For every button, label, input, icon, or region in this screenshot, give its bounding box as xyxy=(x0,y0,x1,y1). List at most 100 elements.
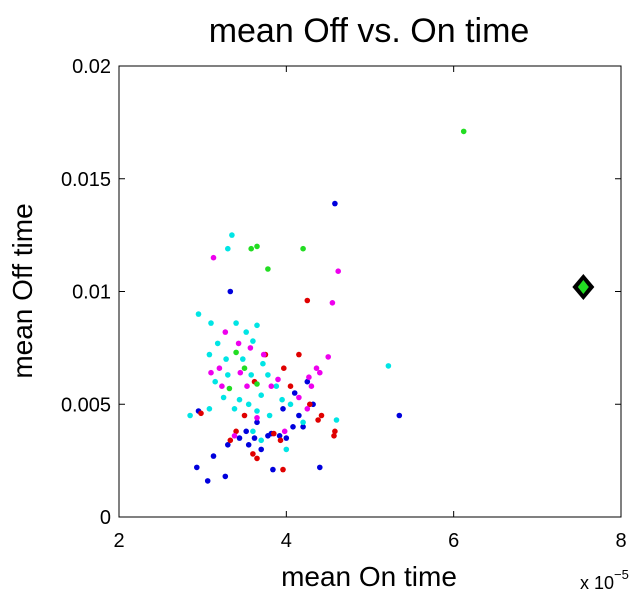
data-point-blue xyxy=(396,412,403,419)
data-point-blue xyxy=(296,412,302,419)
data-point-blue xyxy=(245,442,252,448)
data-point-cyan xyxy=(233,320,239,326)
data-point-green xyxy=(248,245,254,252)
data-point-cyan xyxy=(225,245,231,252)
data-point-magenta xyxy=(254,415,260,421)
data-point-red xyxy=(198,410,204,417)
data-point-cyan xyxy=(258,392,265,399)
data-point-magenta xyxy=(219,383,225,390)
data-point-cyan xyxy=(333,417,340,423)
data-point-magenta xyxy=(244,383,250,390)
highlight-marker xyxy=(577,279,589,294)
data-point-cyan xyxy=(260,360,266,367)
x-axis-exponent-base: x 10 xyxy=(580,573,614,593)
data-point-blue xyxy=(280,406,286,412)
data-point-cyan xyxy=(208,320,214,326)
axis-ticks: 2 4 6 8 0 0.005 0.01 0.015 0.02 xyxy=(61,56,627,552)
data-point-blue xyxy=(227,288,234,295)
data-point-magenta xyxy=(275,376,281,383)
data-point-red xyxy=(250,451,256,457)
data-point-blue xyxy=(204,478,211,484)
y-tick-label: 0.015 xyxy=(61,169,111,191)
data-point-blue xyxy=(276,433,283,439)
y-axis-title: mean Off time xyxy=(7,203,38,378)
data-point-cyan xyxy=(206,351,213,358)
data-point-cyan xyxy=(240,356,246,362)
data-point-magenta xyxy=(260,351,267,358)
data-point-cyan xyxy=(187,412,193,419)
data-point-cyan xyxy=(229,232,235,238)
data-point-blue xyxy=(270,466,276,473)
data-point-cyan xyxy=(266,412,273,419)
data-point-blue xyxy=(254,419,260,426)
data-point-cyan xyxy=(265,372,271,378)
data-point-blue xyxy=(222,473,229,480)
chart-title: mean Off vs. On time xyxy=(209,12,530,50)
data-point-cyan xyxy=(214,340,221,347)
data-point-cyan xyxy=(245,401,252,408)
data-point-magenta xyxy=(247,345,254,351)
data-point-green xyxy=(254,381,260,387)
data-point-blue xyxy=(332,200,338,207)
data-point-magenta xyxy=(335,268,342,275)
x-tick-label: 8 xyxy=(615,530,626,552)
data-point-cyan xyxy=(236,396,243,403)
data-point-blue xyxy=(251,435,258,441)
data-point-green xyxy=(226,385,233,392)
data-point-cyan xyxy=(283,446,290,453)
data-point-magenta xyxy=(216,365,223,372)
data-point-cyan xyxy=(231,406,238,412)
data-point-red xyxy=(304,297,311,304)
data-point-cyan xyxy=(248,372,254,378)
data-point-magenta xyxy=(235,340,242,347)
data-point-cyan xyxy=(250,428,256,435)
data-point-red xyxy=(271,430,277,437)
data-point-cyan xyxy=(254,408,260,414)
data-point-cyan xyxy=(223,356,229,362)
data-point-cyan xyxy=(250,338,256,344)
data-point-magenta xyxy=(208,369,214,376)
data-point-blue xyxy=(304,378,311,385)
data-point-magenta xyxy=(237,369,244,376)
data-point-blue xyxy=(258,446,265,453)
data-point-blue xyxy=(283,435,290,441)
y-tick-label: 0.005 xyxy=(61,394,111,416)
data-points xyxy=(187,128,467,484)
data-point-cyan xyxy=(212,378,218,385)
x-tick-label: 4 xyxy=(281,530,292,552)
x-tick-label: 6 xyxy=(448,530,459,552)
data-point-magenta xyxy=(304,406,311,412)
data-point-cyan xyxy=(273,383,280,390)
data-point-cyan xyxy=(243,329,249,335)
data-point-red xyxy=(277,437,284,444)
data-point-magenta xyxy=(268,383,275,390)
plot-frame xyxy=(118,65,622,518)
data-point-blue xyxy=(236,435,243,441)
data-point-red xyxy=(241,412,248,419)
data-point-cyan xyxy=(287,401,294,408)
data-point-green xyxy=(265,266,271,272)
data-point-magenta xyxy=(210,254,217,261)
data-point-blue xyxy=(300,424,306,430)
data-point-cyan xyxy=(195,311,202,317)
x-axis-title: mean On time xyxy=(281,561,457,592)
data-point-blue xyxy=(210,453,217,459)
data-point-blue xyxy=(225,442,231,448)
data-point-red xyxy=(296,351,302,358)
data-point-red xyxy=(307,401,313,408)
data-point-magenta xyxy=(313,365,320,372)
data-point-blue xyxy=(194,464,200,471)
y-tick-label: 0.01 xyxy=(72,282,111,304)
data-point-blue xyxy=(243,428,249,435)
data-point-magenta xyxy=(308,383,315,390)
data-point-red xyxy=(331,433,337,439)
data-point-red xyxy=(280,466,286,473)
x-axis-exponent: x 10−5 xyxy=(580,567,629,593)
data-point-blue xyxy=(317,464,323,471)
data-point-green xyxy=(241,365,248,372)
data-point-red xyxy=(281,365,287,372)
data-point-green xyxy=(233,349,239,356)
data-point-magenta xyxy=(222,329,229,335)
data-point-red xyxy=(227,437,234,444)
